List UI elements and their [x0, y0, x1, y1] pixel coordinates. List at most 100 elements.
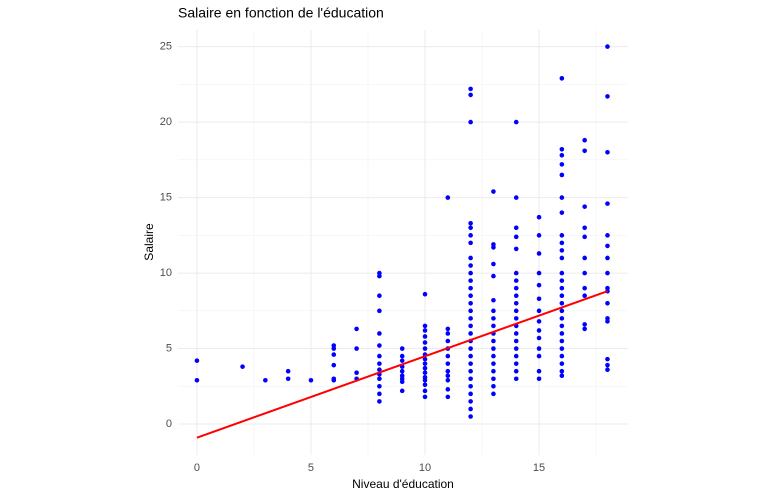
point — [559, 293, 565, 299]
point — [468, 92, 473, 98]
point — [194, 377, 200, 383]
point — [605, 44, 610, 49]
point — [513, 346, 519, 351]
point — [605, 149, 610, 155]
point — [377, 376, 382, 382]
point — [513, 195, 519, 200]
point — [377, 273, 382, 279]
point — [536, 376, 542, 382]
point — [445, 373, 451, 379]
point — [559, 146, 565, 152]
point — [536, 270, 542, 276]
point — [559, 346, 565, 351]
point — [445, 326, 451, 332]
point — [582, 322, 587, 327]
point — [491, 353, 496, 359]
point — [445, 195, 451, 200]
y-tick-label: 20 — [160, 116, 172, 128]
point — [582, 234, 587, 240]
y-tick-label: 25 — [160, 41, 172, 53]
point — [422, 291, 428, 297]
point — [491, 338, 496, 344]
point — [559, 210, 565, 215]
point — [399, 346, 405, 351]
point — [582, 255, 587, 261]
point — [559, 248, 565, 253]
point — [605, 362, 610, 368]
point — [582, 270, 587, 276]
chart-title: Salaire en fonction de l'éducation — [178, 5, 384, 21]
point — [513, 316, 519, 321]
point — [491, 189, 496, 194]
point — [513, 278, 519, 283]
point — [605, 356, 610, 362]
point — [377, 343, 382, 348]
point — [422, 365, 428, 371]
point — [559, 316, 565, 321]
point — [559, 172, 565, 178]
point — [468, 384, 473, 389]
point — [422, 340, 428, 345]
point — [399, 379, 405, 385]
point — [468, 346, 473, 351]
point — [559, 240, 565, 246]
point — [445, 368, 451, 374]
point — [468, 399, 473, 404]
point — [240, 364, 245, 369]
point — [491, 316, 496, 321]
point — [194, 358, 200, 363]
point — [285, 376, 291, 382]
point — [513, 119, 519, 125]
x-axis-title: Niveau d'éducation — [352, 477, 454, 491]
point — [559, 285, 565, 291]
point — [582, 285, 587, 291]
point — [491, 391, 496, 397]
point — [331, 346, 337, 351]
point — [513, 246, 519, 252]
point — [582, 225, 587, 231]
point — [559, 300, 565, 306]
point — [536, 251, 542, 256]
point — [513, 293, 519, 299]
point — [605, 243, 610, 249]
point — [422, 334, 428, 339]
point — [468, 255, 473, 261]
point — [582, 293, 587, 299]
point — [468, 391, 473, 397]
point — [513, 361, 519, 366]
point — [491, 297, 496, 303]
x-tick-label: 0 — [194, 462, 200, 474]
point — [536, 319, 542, 324]
point — [536, 328, 542, 333]
point — [605, 255, 610, 261]
point — [422, 394, 428, 400]
point — [422, 377, 428, 383]
point — [559, 353, 565, 359]
point — [491, 346, 496, 351]
point — [468, 331, 473, 336]
point — [445, 394, 451, 400]
point — [559, 373, 565, 379]
x-tick-label: 10 — [419, 462, 431, 474]
point — [422, 356, 428, 362]
point — [559, 278, 565, 283]
point — [468, 278, 473, 283]
point — [491, 245, 496, 250]
point — [308, 377, 314, 383]
point — [468, 225, 473, 231]
point — [513, 270, 519, 276]
point — [445, 387, 451, 392]
point — [263, 377, 268, 383]
y-tick-label: 5 — [166, 342, 172, 354]
point — [491, 384, 496, 389]
point — [422, 370, 428, 376]
point — [354, 326, 359, 332]
point — [399, 353, 405, 359]
point — [491, 273, 496, 279]
point — [445, 331, 451, 336]
point — [559, 162, 565, 167]
point — [354, 370, 359, 376]
point — [445, 377, 451, 383]
point — [605, 270, 610, 276]
point — [536, 346, 542, 351]
